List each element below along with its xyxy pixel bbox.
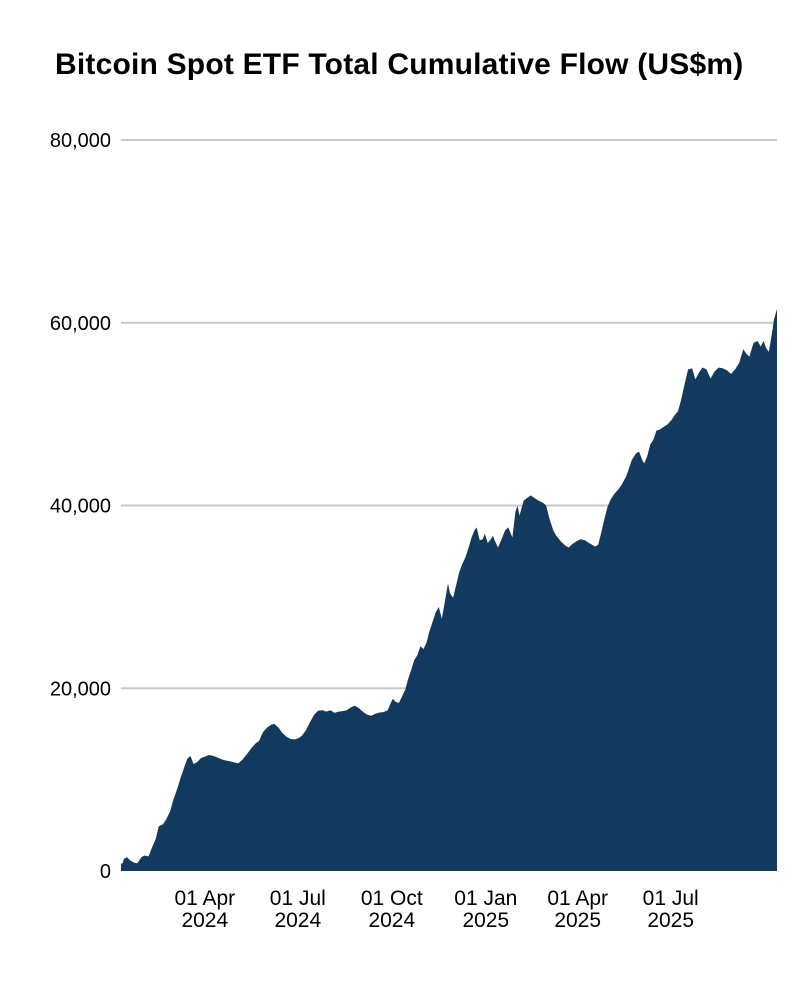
y-axis-labels: 80,000 60,000 40,000 20,000 0 xyxy=(50,130,111,883)
x-axis-tick-label: 2025 xyxy=(647,909,694,932)
x-axis-tick-label: 01 Oct xyxy=(361,887,423,910)
y-axis-tick-label: 60,000 xyxy=(50,313,111,335)
x-axis-tick-label: 2025 xyxy=(554,909,601,932)
y-axis-tick-label: 0 xyxy=(100,861,111,883)
x-axis-tick-label: 01 Apr xyxy=(547,887,608,910)
x-axis-tick-label: 2025 xyxy=(462,909,509,932)
y-axis-tick-label: 20,000 xyxy=(50,678,111,700)
x-axis-tick-label: 01 Apr xyxy=(174,887,235,910)
x-axis-tick-label: 2024 xyxy=(368,909,415,932)
x-axis-tick-label: 01 Jul xyxy=(643,887,699,910)
x-axis-tick-label: 01 Jan xyxy=(454,887,517,910)
x-axis-tick-label: 2024 xyxy=(274,909,321,932)
x-axis-tick-label: 01 Jul xyxy=(270,887,326,910)
chart-title: Bitcoin Spot ETF Total Cumulative Flow (… xyxy=(55,48,744,81)
x-axis-line xyxy=(121,863,777,871)
area-series xyxy=(121,309,777,871)
x-axis-tick-label: 2024 xyxy=(181,909,228,932)
y-axis-tick-label: 80,000 xyxy=(50,130,111,152)
y-axis-tick-label: 40,000 xyxy=(50,496,111,518)
